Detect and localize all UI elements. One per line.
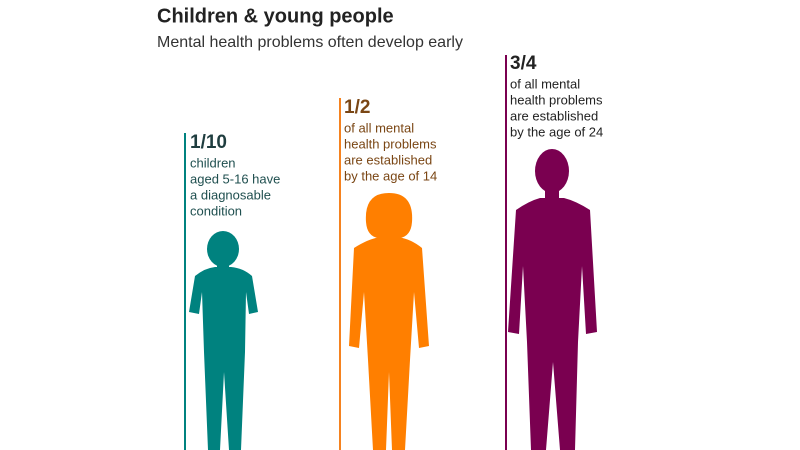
fraction: 3/4 — [510, 53, 537, 74]
figure-teen: 1/2 of all mental health problems are es… — [339, 97, 437, 450]
figure-adult: 3/4 of all mental health problems are es… — [505, 53, 603, 450]
title: Children & young people — [157, 5, 394, 27]
silhouette — [349, 193, 429, 450]
description-line: are established — [510, 108, 598, 123]
description-line: by the age of 14 — [344, 168, 437, 183]
description-line: of all mental — [510, 76, 580, 91]
description-line: children — [190, 155, 236, 170]
description-line: by the age of 24 — [510, 124, 603, 139]
description-line: health problems — [344, 136, 437, 151]
description-line: of all mental — [344, 120, 414, 135]
description-line: a diagnosable — [190, 187, 271, 202]
silhouette — [508, 149, 597, 450]
fraction: 1/2 — [344, 97, 370, 118]
description-line: aged 5-16 have — [190, 171, 280, 186]
description-line: are established — [344, 152, 432, 167]
subtitle: Mental health problems often develop ear… — [157, 34, 463, 51]
fraction: 1/10 — [190, 132, 227, 153]
description-line: health problems — [510, 92, 603, 107]
silhouette — [189, 231, 258, 450]
description-line: condition — [190, 203, 242, 218]
figure-child: 1/10 children aged 5-16 have a diagnosab… — [184, 132, 280, 450]
